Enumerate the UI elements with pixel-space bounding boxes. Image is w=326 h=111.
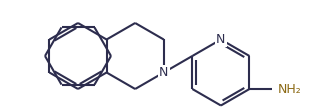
Text: N: N — [216, 33, 226, 46]
Text: NH₂: NH₂ — [277, 82, 301, 95]
Text: N: N — [159, 66, 169, 79]
